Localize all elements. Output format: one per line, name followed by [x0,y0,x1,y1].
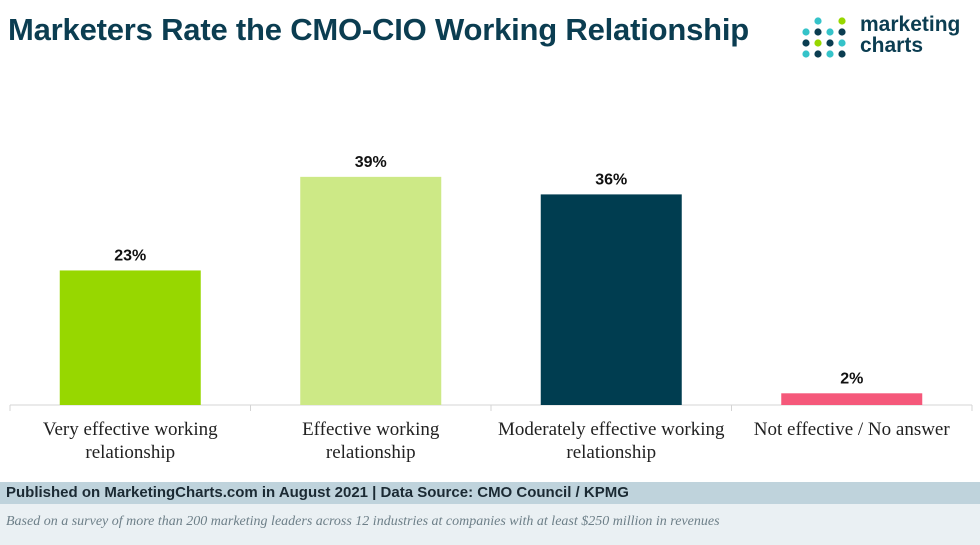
logo-dot [802,39,810,47]
bar-4 [781,393,923,405]
logo-dot [814,17,822,25]
logo-dot [838,28,846,36]
bar-3 [540,194,682,405]
category-label: Effective working relationship [302,419,440,463]
logo-dot [838,39,846,47]
logo-dot [838,17,846,25]
category-label: Moderately effective working relationship [498,419,725,463]
chart-title: Marketers Rate the CMO-CIO Working Relat… [8,12,750,47]
logo-dot [838,50,846,58]
logo-dot [826,50,834,58]
marketingcharts-logo: marketing charts [800,12,975,62]
bar-1 [59,270,201,405]
logo-wordmark: marketing charts [860,14,960,56]
logo-dot [802,28,810,36]
data-label: 2% [840,370,863,387]
survey-note: Based on a survey of more than 200 marke… [6,514,720,529]
source-text: Published on MarketingCharts.com in Augu… [6,484,629,501]
data-label: 39% [355,154,387,171]
logo-dot [826,28,834,36]
bar-2 [300,176,442,405]
data-label: 23% [114,247,146,264]
logo-line-2: charts [860,34,924,57]
logo-dots-icon [802,17,846,58]
bar-chart: 23% Very effective working relationship 39%… [9,154,973,463]
logo-dot [814,50,822,58]
logo-dot [814,28,822,36]
logo-dot [814,39,822,47]
logo-dot [802,50,810,58]
logo-dot [826,39,834,47]
source-bar: Published on MarketingCharts.com in Augu… [0,482,980,504]
note-bar: Based on a survey of more than 200 marke… [0,504,980,545]
category-label: Very effective working relationship [43,419,218,463]
data-label: 36% [595,171,627,188]
category-label: Not effective / No answer [754,419,951,440]
logo-line-1: marketing [860,13,961,36]
